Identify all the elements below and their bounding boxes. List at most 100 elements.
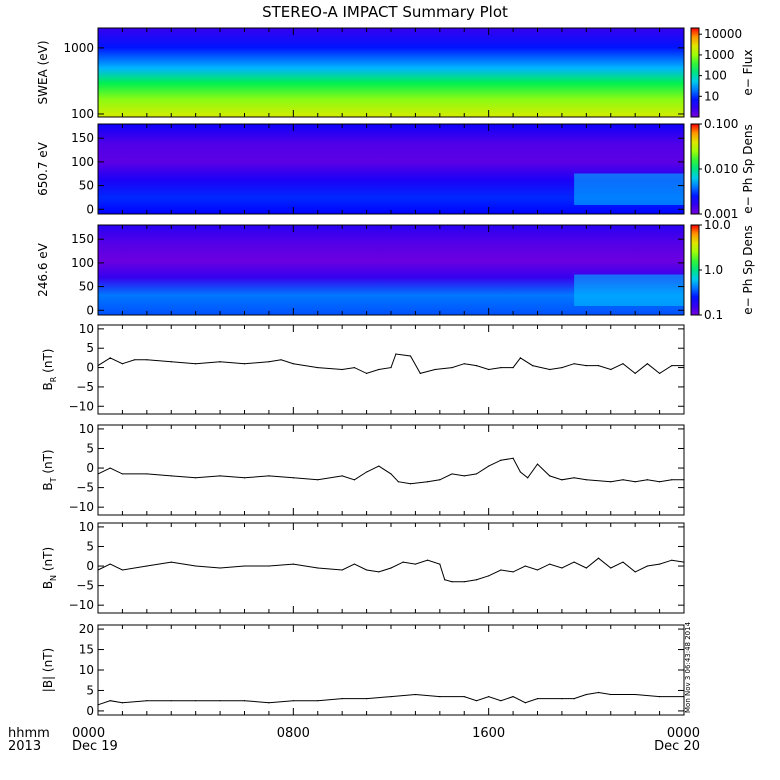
data-point xyxy=(292,363,294,365)
data-point xyxy=(317,366,319,369)
series-line xyxy=(97,691,684,706)
data-point xyxy=(390,567,392,569)
y-tick-label: 5 xyxy=(86,539,94,553)
data-point xyxy=(170,361,172,363)
data-point xyxy=(646,363,648,365)
y-axis-label: BT (nT) xyxy=(41,449,58,490)
data-point xyxy=(622,561,624,563)
data-point xyxy=(390,473,392,475)
data-point xyxy=(146,565,148,567)
data-point xyxy=(532,365,534,367)
y-tick-label: 0 xyxy=(86,202,94,216)
data-point xyxy=(634,693,636,696)
data-point xyxy=(402,561,404,563)
data-point xyxy=(658,481,661,483)
data-point xyxy=(622,479,624,481)
colorbar-label: e− Flux xyxy=(741,49,755,95)
data-point xyxy=(597,691,600,694)
data-point xyxy=(622,363,624,365)
y-tick-label: 5 xyxy=(86,683,94,697)
data-point xyxy=(219,567,221,569)
data-point xyxy=(561,698,563,700)
colorbar-label: e− Ph Sp Dens xyxy=(741,225,755,314)
data-point xyxy=(439,695,441,698)
data-point xyxy=(414,693,417,696)
data-point xyxy=(524,565,526,567)
data-point xyxy=(268,702,270,704)
data-point xyxy=(268,475,270,477)
data-point xyxy=(317,700,319,702)
panel-1: 10 100 1000 10000 e− Flux SWEA (eV) 100 1000 xyxy=(36,27,755,121)
data-point xyxy=(463,475,465,477)
data-point xyxy=(463,581,465,583)
date-label: Dec 20 xyxy=(654,739,700,754)
data-point xyxy=(146,700,148,702)
data-point xyxy=(500,700,502,702)
data-point xyxy=(243,477,246,479)
colorbar-tick-label: 1.0 xyxy=(704,263,723,277)
data-point xyxy=(409,483,412,485)
data-point xyxy=(536,569,539,571)
data-point xyxy=(292,477,294,479)
data-point xyxy=(585,365,587,367)
data-point xyxy=(573,363,575,365)
data-point xyxy=(475,579,478,581)
data-point xyxy=(671,559,673,561)
y-tick-label: 15 xyxy=(79,643,94,657)
y-axis-label: 246.6 eV xyxy=(36,242,50,297)
data-point xyxy=(219,361,221,363)
data-point xyxy=(671,365,673,367)
data-point xyxy=(634,571,636,573)
data-point xyxy=(397,481,399,483)
data-point xyxy=(219,700,221,702)
data-point xyxy=(170,561,172,563)
colorbar-scale xyxy=(690,123,700,215)
data-point xyxy=(451,473,453,475)
y-axis-label: BR (nT) xyxy=(41,349,58,391)
data-point xyxy=(561,479,563,481)
data-point xyxy=(463,363,465,365)
y-axis-label: |B| (nT) xyxy=(41,648,55,692)
data-point xyxy=(475,473,478,475)
data-point xyxy=(292,700,294,702)
data-point xyxy=(610,693,612,696)
y-tick-label: 100 xyxy=(71,107,94,121)
colorbar-tick-label: 0.1 xyxy=(704,308,723,322)
data-point xyxy=(475,700,478,702)
data-point xyxy=(585,693,587,696)
print-stamp: Mon Nov 3 06:43:48 2014 xyxy=(684,621,692,713)
data-point xyxy=(378,571,380,573)
data-point xyxy=(395,353,397,355)
data-point xyxy=(195,363,197,365)
data-point xyxy=(243,363,246,365)
data-point xyxy=(610,368,612,371)
data-point xyxy=(512,366,514,369)
y-tick-label: 5 xyxy=(86,341,94,355)
y-tick-label: −5 xyxy=(76,579,94,593)
data-point xyxy=(121,473,124,475)
data-point xyxy=(561,567,563,569)
panel-4: BR (nT) −10 −5 0 5 10 xyxy=(41,322,685,415)
data-point xyxy=(280,359,282,361)
y-tick-label: −10 xyxy=(69,500,94,514)
data-point xyxy=(317,567,319,569)
data-point xyxy=(121,702,124,704)
data-point xyxy=(341,569,343,571)
time-axis-row1-label: hhmm xyxy=(8,726,50,741)
series-line xyxy=(97,557,685,583)
colorbar-tick-label: 100 xyxy=(704,69,727,83)
data-point xyxy=(512,695,514,698)
y-tick-label: 0 xyxy=(86,559,94,573)
y-tick-label: 150 xyxy=(71,131,94,145)
spectrogram-feature xyxy=(574,173,684,205)
data-point xyxy=(549,368,551,371)
y-tick-label: 150 xyxy=(71,232,94,246)
data-point xyxy=(414,563,417,565)
y-tick-label: 0 xyxy=(86,303,94,317)
y-tick-label: 50 xyxy=(79,280,94,294)
y-tick-label: 20 xyxy=(79,622,94,636)
data-point xyxy=(268,361,270,363)
data-point xyxy=(365,569,368,571)
data-point xyxy=(451,366,453,369)
